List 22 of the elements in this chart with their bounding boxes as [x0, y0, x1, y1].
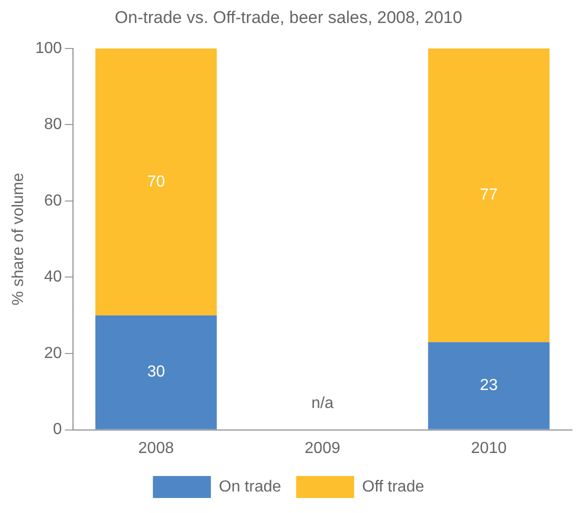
bar	[95, 48, 217, 316]
x-tick-label: 2008	[138, 440, 174, 457]
annotation: n/a	[311, 395, 334, 412]
x-tick-label: 2009	[304, 440, 340, 457]
data-label: 70	[147, 173, 166, 190]
y-axis-title: % share of volume	[10, 172, 28, 306]
bar	[95, 315, 217, 430]
bar	[428, 342, 550, 430]
y-tick-label: 20	[44, 344, 62, 362]
chart-title: On-trade vs. Off-trade, beer sales, 2008, 2010	[114, 8, 462, 27]
y-tick-label: 60	[44, 192, 62, 210]
y-tick-label: 40	[44, 268, 62, 286]
data-label: 77	[480, 186, 498, 204]
y-tick-label: 80	[44, 116, 62, 134]
bar	[428, 48, 550, 342]
data-label: 30	[147, 364, 166, 381]
data-label: 23	[480, 377, 498, 394]
y-tick-label: 0	[52, 421, 62, 438]
y-tick-label: 100	[35, 40, 62, 57]
x-tick-label: 2010	[471, 440, 507, 457]
legend-label: Off trade	[362, 478, 424, 496]
legend-label: On trade	[218, 478, 282, 496]
